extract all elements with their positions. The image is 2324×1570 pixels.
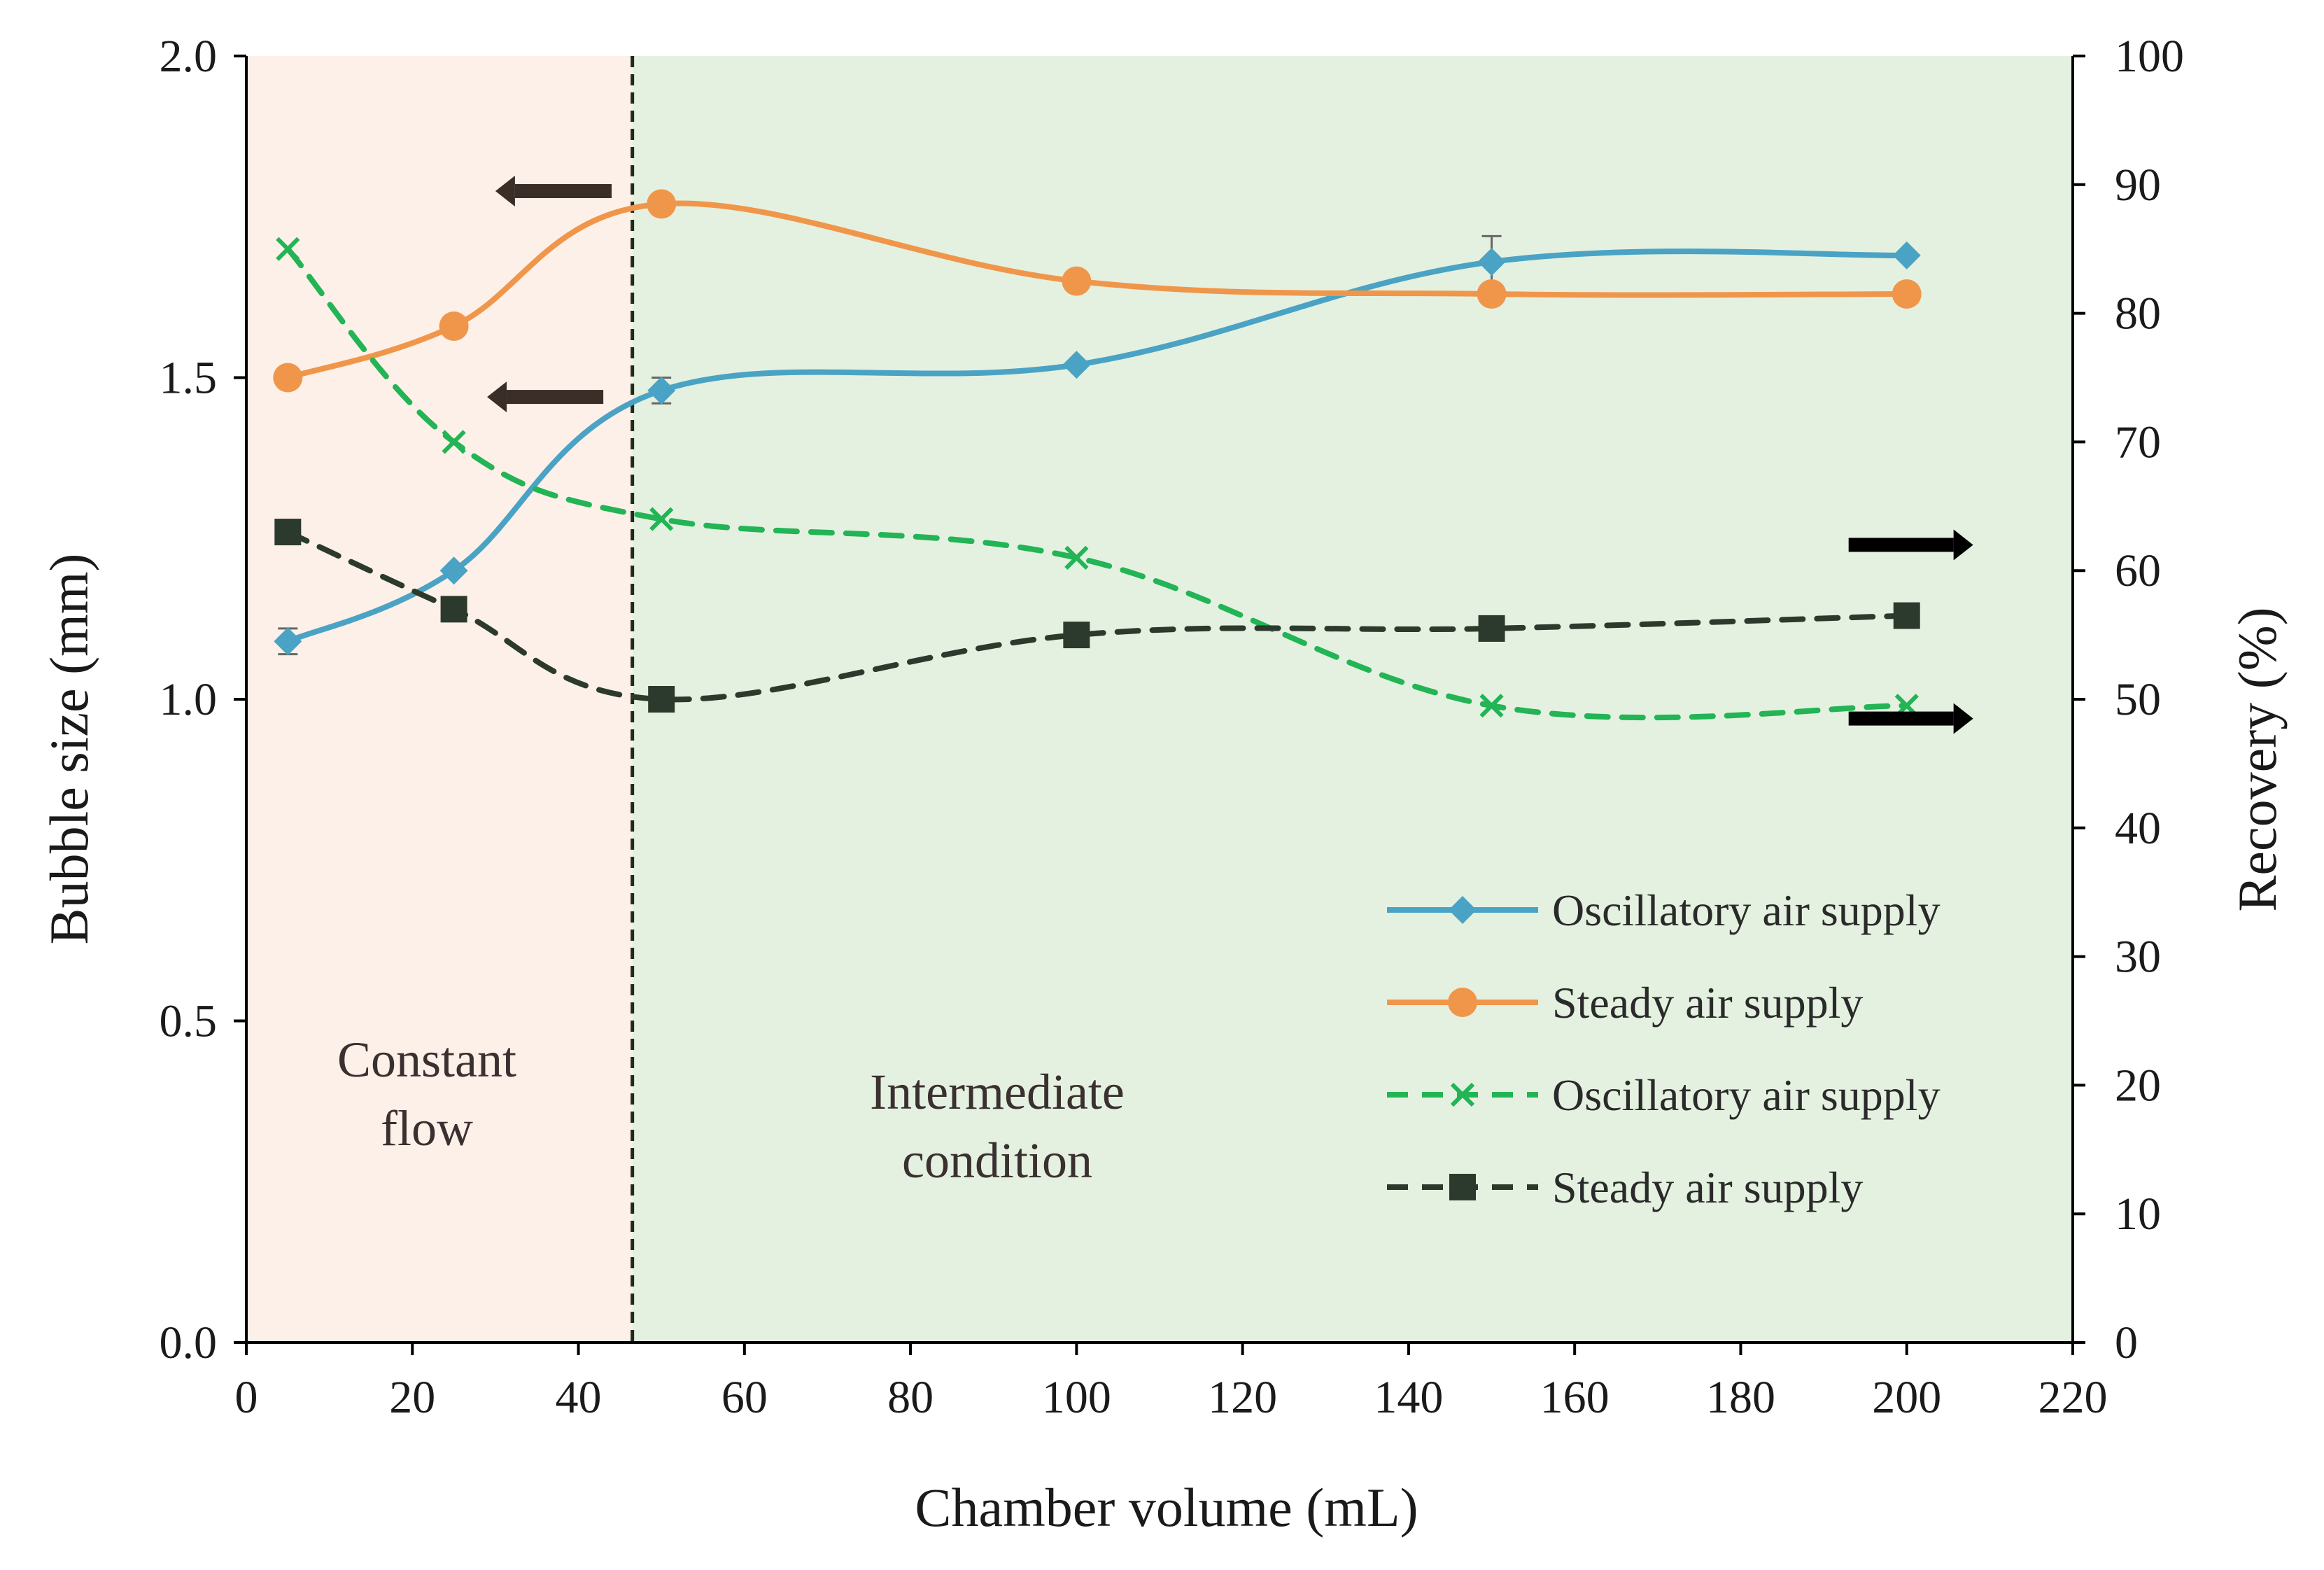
y2-tick-label-1: 10 xyxy=(2115,1189,2161,1240)
series-2-point-1 xyxy=(442,430,466,454)
legend-label-3: Steady air supply xyxy=(1552,1163,1863,1212)
series-3-point-0 xyxy=(274,519,302,546)
x-tick-label-4: 80 xyxy=(887,1372,934,1423)
y-tick-label-1: 0.5 xyxy=(160,996,218,1047)
legend-item-1: Steady air supply xyxy=(1387,978,1863,1028)
series-3-point-4 xyxy=(1478,615,1505,642)
y2-tick-label-9: 90 xyxy=(2115,160,2161,211)
series-2-point-2 xyxy=(649,507,674,531)
legend-swatch-marker-2-b xyxy=(1450,1082,1475,1107)
arrow-head-2 xyxy=(1953,529,1973,561)
x-tick-label-7: 140 xyxy=(1374,1372,1443,1423)
region-label-intermediate-2: condition xyxy=(902,1133,1092,1189)
x-tick-label-6: 120 xyxy=(1208,1372,1277,1423)
x-tick-label-10: 200 xyxy=(1872,1372,1941,1423)
series-2-point-1-b xyxy=(442,430,466,454)
x-tick-label-9: 180 xyxy=(1706,1372,1775,1423)
legend-item-2: Oscillatory air supply xyxy=(1387,1070,1941,1120)
arrow-right-2 xyxy=(1848,529,1973,561)
series-2-point-4 xyxy=(1479,694,1504,718)
series-3-point-3 xyxy=(1063,622,1090,649)
series-layer xyxy=(273,189,1922,721)
annotation-arrows xyxy=(487,175,1973,734)
arrow-shaft-0 xyxy=(514,183,612,198)
legend-label-2: Oscillatory air supply xyxy=(1552,1070,1941,1120)
series-3-point-2 xyxy=(648,686,675,713)
y2-tick-label-7: 70 xyxy=(2115,416,2161,468)
y2-tick-label-3: 30 xyxy=(2115,932,2161,983)
y-tick-label-0: 0.0 xyxy=(160,1317,218,1368)
series-3-point-1 xyxy=(440,596,467,623)
x-axis-title: Chamber volume (mL) xyxy=(915,1477,1418,1538)
x-tick-label-1: 20 xyxy=(389,1372,435,1423)
series-2-point-3 xyxy=(1064,545,1089,570)
y2-axis-title: Recovery (%) xyxy=(2227,607,2288,911)
series-1-point-0 xyxy=(273,363,303,393)
series-2-point-0 xyxy=(276,237,300,261)
legend-item-0: Oscillatory air supply xyxy=(1387,885,1941,935)
region-label-intermediate-1: Intermediate xyxy=(870,1064,1125,1120)
series-0-point-0 xyxy=(274,627,302,656)
series-1-point-1 xyxy=(439,311,469,341)
y2-tick-label-2: 20 xyxy=(2115,1060,2161,1111)
series-1-point-2 xyxy=(647,189,677,219)
x-tick-label-0: 0 xyxy=(235,1372,258,1423)
series-0-point-4 xyxy=(1477,248,1506,276)
series-2-point-4-b xyxy=(1479,694,1504,718)
arrow-head-3 xyxy=(1953,703,1973,734)
x-tick-label-8: 160 xyxy=(1540,1372,1610,1423)
y2-tick-label-4: 40 xyxy=(2115,803,2161,854)
y2-tick-label-6: 60 xyxy=(2115,545,2161,596)
background-regions xyxy=(246,56,2073,1343)
series-1-point-3 xyxy=(1062,266,1092,296)
legend-swatch-marker-0 xyxy=(1449,896,1477,924)
region-labels: Constant flow Intermediate condition xyxy=(337,1032,1125,1189)
legend-label-1: Steady air supply xyxy=(1552,978,1863,1028)
arrow-shaft-3 xyxy=(1848,711,1954,726)
y-tick-label-3: 1.5 xyxy=(160,353,218,404)
series-0-point-1 xyxy=(439,556,468,585)
series-2-point-2-b xyxy=(649,507,674,531)
series-2-point-0-b xyxy=(276,237,300,261)
y-tick-label-2: 1.0 xyxy=(160,674,218,725)
region-bg-1 xyxy=(632,56,2073,1343)
x-tick-label-2: 40 xyxy=(556,1372,602,1423)
series-2-point-3-b xyxy=(1064,545,1089,570)
y2-tick-label-5: 50 xyxy=(2115,674,2161,725)
region-label-constant-2: flow xyxy=(381,1100,473,1156)
series-1-point-5 xyxy=(1892,279,1922,309)
y-axis-title: Bubble size (mm) xyxy=(38,554,99,945)
arrow-right-3 xyxy=(1848,703,1973,734)
axes xyxy=(234,55,2085,1355)
arrow-left-1 xyxy=(487,381,604,413)
y2-tick-label-0: 0 xyxy=(2115,1317,2138,1368)
series-0-point-3 xyxy=(1062,351,1091,379)
series-1-point-4 xyxy=(1477,279,1507,309)
y2-tick-label-10: 100 xyxy=(2115,31,2184,82)
x-tick-label-3: 60 xyxy=(721,1372,768,1423)
y2-tick-label-8: 80 xyxy=(2115,288,2161,339)
legend-swatch-marker-3 xyxy=(1449,1174,1476,1200)
x-tick-label-11: 220 xyxy=(2038,1372,2108,1423)
arrow-head-0 xyxy=(495,175,515,206)
arrow-shaft-1 xyxy=(507,390,604,405)
region-label-constant-1: Constant xyxy=(337,1032,516,1088)
legend-item-3: Steady air supply xyxy=(1387,1163,1863,1212)
arrow-shaft-2 xyxy=(1848,538,1954,552)
series-0-point-5 xyxy=(1892,241,1921,269)
legend-label-0: Oscillatory air supply xyxy=(1552,885,1941,935)
series-3-point-5 xyxy=(1893,602,1920,629)
legend-swatch-marker-1 xyxy=(1448,988,1477,1017)
series-0-point-2 xyxy=(647,376,676,405)
tick-labels: 0 20 40 60 80 100 120 140 160 180 200 2200.00.51.01… xyxy=(160,31,2185,1423)
region-bg-0 xyxy=(246,56,633,1343)
x-tick-label-5: 100 xyxy=(1042,1372,1111,1423)
y-tick-label-4: 2.0 xyxy=(160,31,218,82)
arrow-left-0 xyxy=(495,175,612,206)
arrow-head-1 xyxy=(487,381,507,413)
legend-swatch-marker-2 xyxy=(1450,1082,1475,1107)
legend: Oscillatory air supply Steady air supply O… xyxy=(1387,885,1941,1212)
